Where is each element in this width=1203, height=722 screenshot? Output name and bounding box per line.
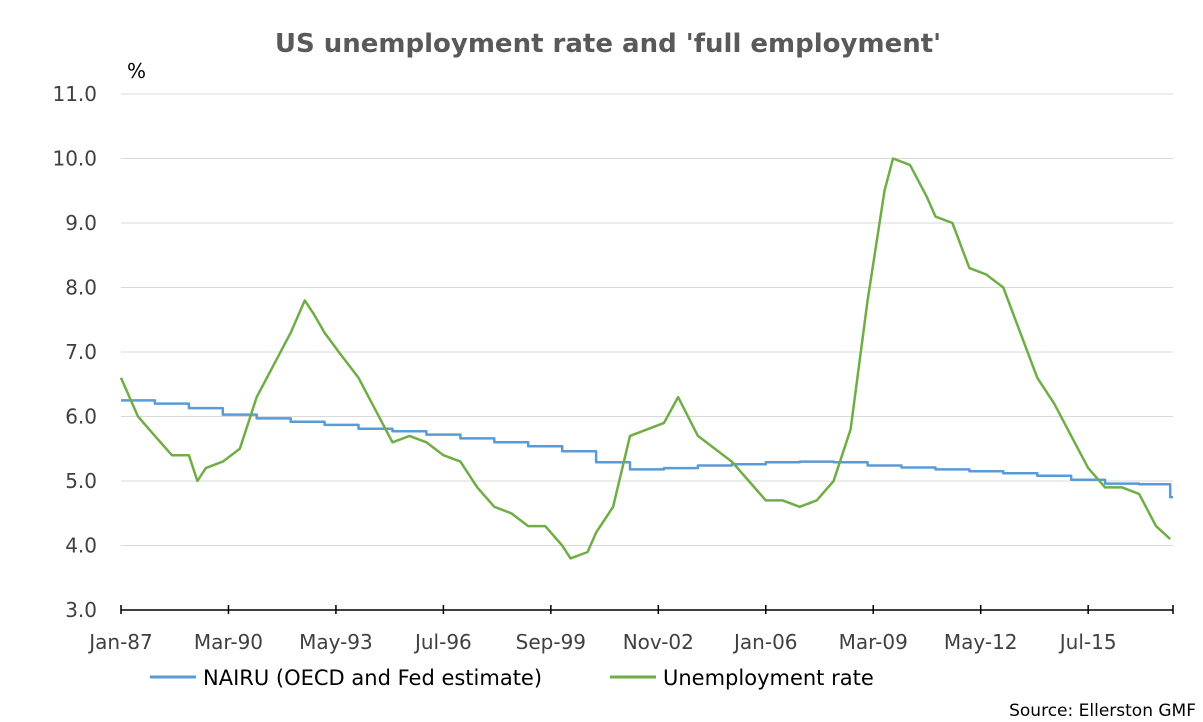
series-lines — [119, 157, 1173, 560]
series-line-unemployment — [119, 157, 1172, 560]
x-tick-label: Jul-96 — [413, 630, 472, 654]
x-tick-label: Jan-87 — [87, 630, 153, 654]
y-tick-label: 8.0 — [65, 276, 97, 300]
y-tick-label: 3.0 — [65, 598, 97, 622]
gridlines — [121, 93, 1173, 546]
y-axis-unit-label: % — [127, 59, 146, 83]
y-tick-label: 5.0 — [65, 469, 97, 493]
x-tick-label: Nov-02 — [623, 630, 694, 654]
y-tick-label: 9.0 — [65, 211, 97, 235]
x-tick-label: Mar-90 — [194, 630, 263, 654]
x-tick-label: Sep-99 — [516, 630, 586, 654]
chart-title: US unemployment rate and 'full employmen… — [275, 29, 941, 59]
x-axis-ticks: Jan-87 Mar-90 May-93 Jul-96 Sep-99 Nov-02 Jan-… — [87, 605, 1174, 654]
legend-label-unemployment: Unemployment rate — [663, 666, 874, 690]
y-tick-label: 11.0 — [52, 82, 97, 106]
series-line-nairu — [121, 399, 1173, 499]
x-tick-label: Mar-09 — [839, 630, 908, 654]
y-tick-label: 4.0 — [65, 534, 97, 558]
source-note: Source: Ellerston GMF — [1009, 701, 1196, 721]
x-tick-label: May-12 — [944, 630, 1018, 654]
y-tick-label: 10.0 — [52, 147, 97, 171]
legend-label-nairu: NAIRU (OECD and Fed estimate) — [203, 666, 542, 690]
y-axis-ticks: 3.0 4.0 5.0 6.0 7.0 8.0 9.0 10.0 11.0 — [52, 82, 97, 622]
x-tick-label: May-93 — [299, 630, 373, 654]
y-tick-label: 7.0 — [65, 340, 97, 364]
legend: NAIRU (OECD and Fed estimate) Unemploymen… — [150, 666, 874, 690]
y-tick-label: 6.0 — [65, 405, 97, 429]
x-tick-label: Jul-15 — [1058, 630, 1117, 654]
x-tick-label: Jan-06 — [732, 630, 798, 654]
